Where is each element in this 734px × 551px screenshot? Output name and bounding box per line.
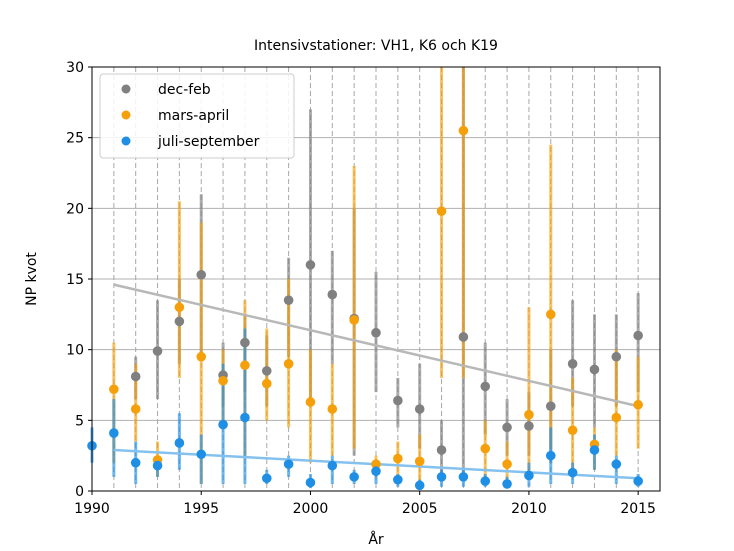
point-mars-april — [611, 412, 622, 423]
point-dec-feb — [327, 289, 338, 300]
point-juli-september — [589, 445, 600, 455]
point-juli-september — [218, 419, 228, 430]
point-juli-september — [327, 460, 338, 471]
point-juli-september — [305, 477, 316, 488]
point-dec-feb — [502, 422, 512, 433]
y-axis-label: NP kvot — [24, 252, 40, 306]
point-dec-feb — [152, 346, 163, 356]
point-juli-september — [174, 438, 185, 448]
point-juli-september — [458, 472, 469, 482]
point-dec-feb — [545, 401, 556, 412]
point-mars-april — [130, 404, 141, 414]
legend-box — [99, 73, 295, 159]
point-juli-september — [393, 474, 403, 485]
point-juli-september — [196, 449, 207, 460]
point-mars-april — [283, 359, 294, 369]
point-mars-april — [458, 125, 469, 136]
legend-label-mars-april: mars-april — [158, 108, 229, 124]
point-dec-feb — [633, 330, 643, 341]
point-juli-september — [414, 480, 425, 491]
point-mars-april — [305, 397, 316, 407]
point-mars-april — [524, 409, 534, 420]
legend-marker-dec-feb — [121, 84, 131, 94]
point-mars-april — [218, 375, 228, 386]
point-dec-feb — [261, 366, 272, 376]
point-dec-feb — [371, 327, 381, 338]
point-dec-feb — [240, 337, 250, 348]
point-mars-april — [633, 399, 643, 410]
legend: dec-feb mars-april juli-september — [99, 73, 295, 159]
y-tick-label: 5 — [75, 413, 84, 429]
point-dec-feb — [524, 421, 534, 431]
point-juli-september — [130, 457, 141, 468]
point-dec-feb — [305, 260, 316, 270]
point-mars-april — [393, 453, 403, 464]
trend-line-dec-feb — [113, 283, 639, 408]
data-points — [87, 125, 643, 491]
legend-marker-mars-april — [121, 110, 131, 120]
axis-ticks: 0 5 10 15 20 25 30 1990 1995 2000 2005 2010 2015 — [66, 60, 656, 517]
point-mars-april — [109, 384, 119, 395]
point-dec-feb — [611, 351, 622, 362]
point-mars-april — [480, 443, 491, 454]
point-juli-september — [349, 472, 359, 482]
point-juli-september — [261, 473, 272, 484]
point-juli-september — [152, 460, 163, 471]
point-juli-september — [371, 466, 381, 477]
point-dec-feb — [436, 445, 447, 455]
point-dec-feb — [196, 269, 207, 280]
point-mars-april — [261, 378, 272, 389]
point-juli-september — [524, 470, 534, 481]
y-tick-label: 0 — [75, 484, 84, 500]
point-mars-april — [327, 404, 338, 414]
point-dec-feb — [130, 371, 141, 382]
chart-title: Intensivstationer: VH1, K6 och K19 — [254, 38, 498, 54]
x-tick-label: 2015 — [620, 501, 656, 517]
point-juli-september — [109, 428, 119, 438]
point-mars-april — [545, 309, 556, 320]
x-tick-label: 1995 — [183, 501, 219, 517]
y-tick-label: 10 — [66, 343, 84, 359]
legend-marker-juli-september — [121, 136, 131, 146]
point-juli-september — [480, 476, 491, 486]
point-dec-feb — [283, 295, 294, 306]
x-tick-label: 2010 — [511, 501, 547, 517]
point-juli-september — [611, 459, 622, 469]
y-tick-label: 20 — [66, 201, 84, 217]
y-tick-label: 15 — [66, 272, 84, 288]
point-dec-feb — [414, 404, 425, 414]
point-dec-feb — [589, 364, 600, 375]
legend-label-juli-september: juli-september — [157, 134, 260, 150]
point-juli-september — [633, 476, 643, 486]
point-mars-april — [567, 425, 578, 436]
point-dec-feb — [567, 359, 578, 369]
point-juli-september — [567, 467, 578, 478]
point-mars-april — [240, 360, 250, 371]
point-juli-september — [436, 472, 447, 482]
point-mars-april — [371, 459, 381, 469]
point-dec-feb — [393, 395, 403, 406]
legend-label-dec-feb: dec-feb — [158, 82, 211, 98]
point-mars-april — [174, 302, 185, 313]
point-juli-september — [283, 459, 294, 469]
x-tick-label: 2000 — [293, 501, 329, 517]
point-juli-september — [545, 450, 556, 461]
point-mars-april — [502, 459, 512, 469]
point-mars-april — [436, 206, 447, 216]
point-juli-september — [240, 412, 250, 423]
point-dec-feb — [458, 332, 469, 342]
x-axis-label: År — [368, 531, 384, 548]
point-dec-feb — [174, 316, 185, 327]
point-mars-april — [196, 351, 207, 362]
point-juli-september — [502, 479, 512, 489]
point-mars-april — [349, 315, 359, 325]
x-tick-label: 2005 — [402, 501, 438, 517]
y-tick-label: 25 — [66, 131, 84, 147]
y-tick-label: 30 — [66, 60, 84, 76]
point-dec-feb — [480, 381, 491, 392]
point-mars-april — [414, 456, 425, 467]
x-tick-label: 1990 — [74, 501, 110, 517]
